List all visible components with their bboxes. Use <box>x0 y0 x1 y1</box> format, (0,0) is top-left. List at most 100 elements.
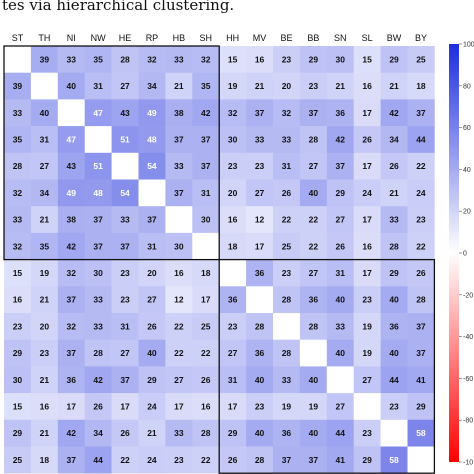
heatmap-cell <box>4 179 32 207</box>
heatmap-cell <box>57 446 85 474</box>
heatmap-cell <box>299 366 328 394</box>
heatmap-cell <box>57 179 85 207</box>
cell-value-label: 32 <box>147 54 157 64</box>
heatmap-cell <box>84 313 112 340</box>
heatmap-cell <box>326 366 354 394</box>
heatmap-cell <box>165 126 193 154</box>
heatmap-cell <box>30 259 59 287</box>
heatmap-cell <box>219 419 247 447</box>
heatmap-cell <box>57 206 85 234</box>
cell-value-label: 22 <box>201 455 211 465</box>
heatmap-cell <box>407 259 435 287</box>
heatmap-cell <box>192 206 220 234</box>
heatmap-cell <box>57 286 85 314</box>
cell-value-label: 16 <box>13 295 23 305</box>
heatmap-cell <box>219 99 247 127</box>
heatmap-cell <box>326 152 354 180</box>
heatmap-cell <box>57 72 85 100</box>
cell-value-label: 28 <box>416 295 426 305</box>
cell-value-label: 27 <box>40 161 50 171</box>
heatmap-cell <box>326 446 354 474</box>
cell-value-label: 48 <box>147 134 157 144</box>
heatmap-cell <box>246 339 274 367</box>
heatmap-cell <box>219 126 247 154</box>
heatmap-cell <box>299 126 328 154</box>
cell-value-label: 37 <box>120 375 130 385</box>
heatmap-cell <box>57 393 85 421</box>
cell-value-label: 34 <box>93 428 103 438</box>
heatmap-cell <box>111 206 139 234</box>
heatmap-cell <box>380 126 408 154</box>
heatmap-cell <box>246 72 274 100</box>
heatmap-cell <box>138 393 166 421</box>
cell-value-label: 33 <box>336 321 346 331</box>
cell-value-label: 31 <box>228 375 238 385</box>
heatmap-cell <box>30 152 59 180</box>
heatmap-cell <box>407 232 435 260</box>
cell-value-label: 37 <box>255 108 265 118</box>
cell-value-label: 32 <box>13 241 23 251</box>
column-label-ni: NI <box>67 33 76 43</box>
cell-value-label: 27 <box>120 81 130 91</box>
figure-caption: tes via hierarchical clustering. <box>2 0 235 14</box>
cell-value-label: 23 <box>174 455 184 465</box>
heatmap-cell <box>57 46 85 73</box>
cell-value-label: 23 <box>362 295 372 305</box>
heatmap-cell <box>246 46 274 73</box>
cell-value-label: 27 <box>309 161 319 171</box>
cell-value-label: 21 <box>40 295 50 305</box>
cell-value-label: 21 <box>389 188 399 198</box>
column-label-sh: SH <box>199 33 212 43</box>
cell-value-label: 23 <box>120 268 130 278</box>
heatmap-cell <box>326 46 354 73</box>
color-scale-bar <box>449 44 459 462</box>
cell-value-label: 15 <box>362 54 372 64</box>
cell-value-label: 30 <box>13 375 23 385</box>
cell-value-label: 37 <box>67 295 77 305</box>
cell-value-label: 26 <box>201 375 211 385</box>
cell-value-label: 22 <box>174 348 184 358</box>
cell-value-label: 26 <box>228 455 238 465</box>
heatmap-cell <box>192 46 220 73</box>
cell-value-label: 23 <box>228 321 238 331</box>
cell-value-label: 37 <box>67 455 77 465</box>
cell-value-label: 21 <box>147 428 157 438</box>
cell-value-label: 19 <box>362 321 372 331</box>
heatmap-cell <box>353 366 381 394</box>
cell-value-label: 27 <box>255 188 265 198</box>
heatmap-cell <box>192 339 220 367</box>
cell-value-label: 42 <box>67 241 77 251</box>
cell-value-label: 17 <box>362 161 372 171</box>
heatmap-cell <box>299 419 328 447</box>
heatmap-cell <box>273 72 301 100</box>
heatmap-cell <box>273 446 301 474</box>
cell-value-label: 36 <box>228 295 238 305</box>
heatmap-cell <box>165 206 193 234</box>
cell-value-label: 17 <box>67 401 77 411</box>
cell-value-label: 28 <box>309 134 319 144</box>
heatmap-cell <box>407 286 435 314</box>
cell-value-label: 39 <box>13 81 23 91</box>
cell-value-label: 24 <box>362 188 372 198</box>
cell-value-label: 31 <box>40 134 50 144</box>
heatmap-cell <box>273 126 301 154</box>
heatmap-cell <box>165 313 193 340</box>
heatmap-cell <box>4 259 32 287</box>
heatmap-cell <box>407 313 435 340</box>
cell-value-label: 39 <box>40 54 50 64</box>
heatmap-cell <box>165 179 193 207</box>
cell-value-label: 32 <box>228 108 238 118</box>
heatmap-cell <box>299 446 328 474</box>
heatmap-cell <box>380 72 408 100</box>
cell-value-label: 16 <box>174 268 184 278</box>
heatmap-cell <box>246 152 274 180</box>
heatmap-cell <box>326 419 354 447</box>
heatmap-cell <box>407 179 435 207</box>
heatmap-cell <box>380 259 408 287</box>
cell-value-label: 29 <box>416 401 426 411</box>
heatmap-cell <box>353 72 381 100</box>
heatmap-cell <box>246 366 274 394</box>
heatmap-cell <box>138 366 166 394</box>
cell-value-label: 22 <box>174 321 184 331</box>
heatmap-cell <box>246 313 274 340</box>
